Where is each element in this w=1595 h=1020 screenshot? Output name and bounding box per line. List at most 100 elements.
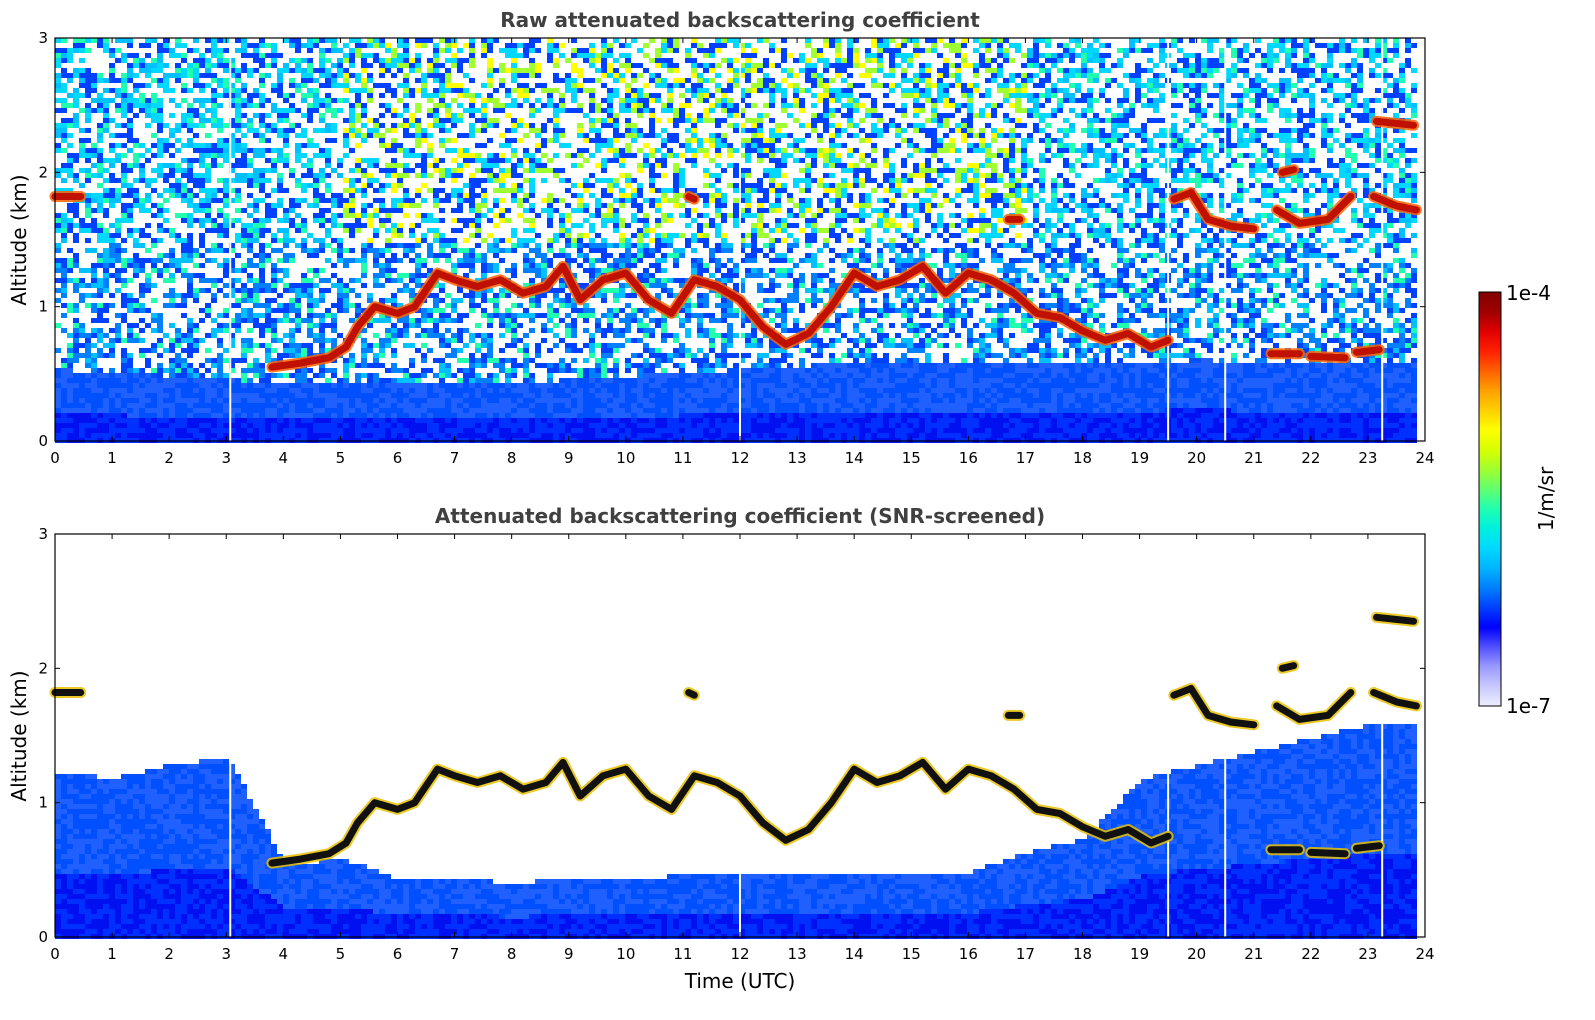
x-tick-label: 16 xyxy=(959,449,978,467)
data-gap-line xyxy=(1167,534,1170,937)
x-tick-label: 15 xyxy=(902,449,921,467)
x-tick-label: 22 xyxy=(1301,945,1320,963)
y-tick-label: 1 xyxy=(38,794,48,812)
x-tick-label: 9 xyxy=(564,945,574,963)
x-tick-label: 10 xyxy=(616,945,635,963)
data-gap-line xyxy=(1167,38,1170,441)
x-tick-label: 8 xyxy=(507,945,517,963)
x-axis-label: Time (UTC) xyxy=(684,969,796,993)
screened-y-ticks: 0 1 2 3 xyxy=(38,525,1425,946)
screened-backscatter-panel: Attenuated backscattering coefficient (S… xyxy=(7,504,1435,993)
raw-panel-title: Raw attenuated backscattering coefficien… xyxy=(500,8,980,32)
x-tick-label: 5 xyxy=(336,945,346,963)
cloud-layer xyxy=(1170,189,1258,233)
x-tick-label: 23 xyxy=(1358,449,1377,467)
cloud-layer xyxy=(1307,352,1349,362)
x-tick-label: 12 xyxy=(730,945,749,963)
x-tick-label: 1 xyxy=(107,945,117,963)
cloud-layer xyxy=(1373,613,1418,625)
y-tick-label: 0 xyxy=(38,928,48,946)
x-tick-label: 24 xyxy=(1415,945,1434,963)
data-gap-line xyxy=(229,38,232,441)
x-tick-label: 21 xyxy=(1244,945,1263,963)
y-tick-label: 2 xyxy=(38,163,48,181)
raw-x-ticks: 0 1 2 3 4 5 6 7 8 9 10 11 12 13 14 15 16 17 18 19 20 21 22 23 24 xyxy=(50,38,1435,467)
x-tick-label: 1 xyxy=(107,449,117,467)
data-gap-line xyxy=(1381,38,1384,441)
raw-y-axis-label: Altitude (km) xyxy=(7,174,31,305)
x-tick-label: 15 xyxy=(902,945,921,963)
x-tick-label: 10 xyxy=(616,449,635,467)
x-tick-label: 13 xyxy=(788,449,807,467)
raw-heatmap xyxy=(49,38,1422,443)
x-tick-label: 2 xyxy=(164,945,174,963)
data-gap-line xyxy=(1381,534,1384,937)
x-tick-label: 3 xyxy=(221,449,231,467)
x-tick-label: 4 xyxy=(279,945,289,963)
x-tick-label: 0 xyxy=(50,449,60,467)
cloud-layer-edge xyxy=(266,756,1174,869)
x-tick-label: 4 xyxy=(279,449,289,467)
x-tick-label: 24 xyxy=(1415,449,1434,467)
y-tick-label: 3 xyxy=(38,29,48,47)
cloud-layer xyxy=(1273,689,1355,723)
data-gap-line xyxy=(739,38,741,441)
x-tick-label: 19 xyxy=(1130,449,1149,467)
screened-y-axis-label: Altitude (km) xyxy=(7,670,31,801)
x-tick-label: 12 xyxy=(730,449,749,467)
x-tick-label: 16 xyxy=(959,945,978,963)
y-tick-label: 1 xyxy=(38,298,48,316)
x-tick-label: 0 xyxy=(50,945,60,963)
cloud-layer xyxy=(268,758,1172,867)
y-tick-label: 2 xyxy=(38,659,48,677)
x-tick-label: 23 xyxy=(1358,945,1377,963)
cloud-layer xyxy=(1273,193,1355,227)
x-tick-label: 18 xyxy=(1073,945,1092,963)
x-tick-label: 7 xyxy=(450,945,460,963)
colorbar-gradient xyxy=(1479,292,1501,706)
x-tick-label: 20 xyxy=(1187,449,1206,467)
x-tick-label: 19 xyxy=(1130,945,1149,963)
y-tick-label: 0 xyxy=(38,432,48,450)
x-tick-label: 14 xyxy=(845,449,864,467)
data-gap-line xyxy=(229,534,232,937)
colorbar: 1e-4 1e-7 1/m/sr xyxy=(1478,281,1558,718)
x-tick-label: 2 xyxy=(164,449,174,467)
x-tick-label: 6 xyxy=(393,945,403,963)
x-tick-label: 14 xyxy=(845,945,864,963)
x-tick-label: 9 xyxy=(564,449,574,467)
x-tick-label: 11 xyxy=(673,945,692,963)
screened-x-ticks: 0 1 2 3 4 5 6 7 8 9 10 11 12 13 14 15 16 17 18 19 20 21 22 23 24 xyxy=(50,534,1435,963)
cloud-layer xyxy=(1370,193,1420,214)
screened-panel-title: Attenuated backscattering coefficient (S… xyxy=(435,504,1045,528)
x-tick-label: 21 xyxy=(1244,449,1263,467)
x-tick-label: 13 xyxy=(788,945,807,963)
data-gap-line xyxy=(739,534,741,937)
x-tick-label: 5 xyxy=(336,449,346,467)
colorbar-frame xyxy=(1478,291,1502,707)
raw-y-ticks: 0 1 2 3 xyxy=(38,29,1425,450)
raw-backscatter-panel: Raw attenuated backscattering coefficien… xyxy=(7,8,1435,467)
cloud-layer xyxy=(1170,685,1258,729)
x-tick-label: 18 xyxy=(1073,449,1092,467)
x-tick-label: 3 xyxy=(221,945,231,963)
cloud-layer xyxy=(1307,848,1349,858)
cloud-layer xyxy=(1278,166,1298,176)
x-tick-label: 6 xyxy=(393,449,403,467)
x-tick-label: 8 xyxy=(507,449,517,467)
x-tick-label: 20 xyxy=(1187,945,1206,963)
data-gap-line xyxy=(1224,38,1227,441)
cloud-layer xyxy=(685,689,698,699)
x-tick-label: 11 xyxy=(673,449,692,467)
colorbar-unit-label: 1/m/sr xyxy=(1534,466,1558,531)
cloud-layer xyxy=(268,262,1172,371)
cloud-layer xyxy=(1370,689,1420,710)
cloud-layer xyxy=(685,193,698,203)
y-tick-label: 3 xyxy=(38,525,48,543)
screened-heatmap xyxy=(49,534,1422,939)
x-tick-label: 17 xyxy=(1016,449,1035,467)
cloud-layer xyxy=(1373,117,1418,129)
x-tick-label: 22 xyxy=(1301,449,1320,467)
colorbar-max-label: 1e-4 xyxy=(1506,281,1551,305)
